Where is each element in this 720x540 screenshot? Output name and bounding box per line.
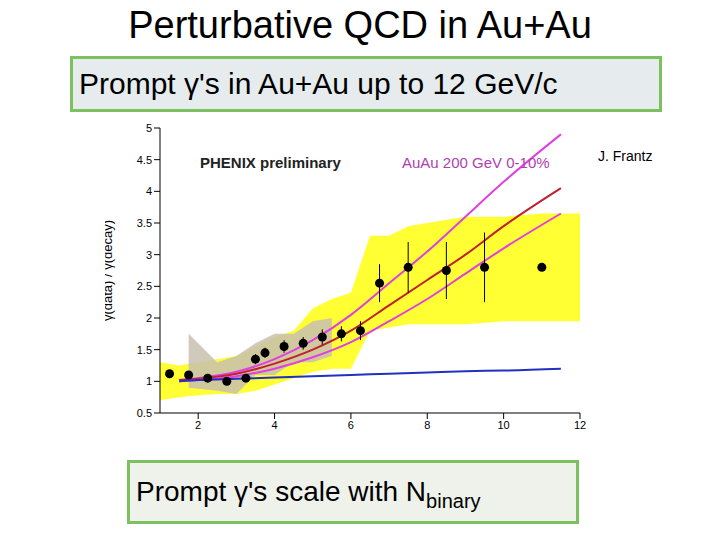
html-text:AuAu 200 GeV 0-10%: AuAu 200 GeV 0-10% bbox=[402, 154, 550, 171]
svg-text:5: 5 bbox=[146, 122, 152, 134]
svg-text:6: 6 bbox=[348, 419, 354, 431]
html-text:Perturbative QCD in Au+Au: Perturbative QCD in Au+Au bbox=[128, 4, 592, 46]
svg-text:0.5: 0.5 bbox=[137, 407, 152, 419]
svg-text:2: 2 bbox=[195, 419, 201, 431]
svg-text:8: 8 bbox=[424, 419, 430, 431]
svg-text:4: 4 bbox=[271, 419, 277, 431]
svg-text:2.5: 2.5 bbox=[137, 280, 152, 292]
html-text:J. Frantz: J. Frantz bbox=[598, 148, 653, 164]
svg-text:4: 4 bbox=[146, 185, 152, 197]
svg-text:1.5: 1.5 bbox=[137, 344, 152, 356]
svg-text:12: 12 bbox=[574, 419, 586, 431]
html-text:PHENIX preliminary: PHENIX preliminary bbox=[200, 154, 341, 171]
svg-text:2: 2 bbox=[146, 312, 152, 324]
html-text:Prompt γ's in Au+Au up to 12 G: Prompt γ's in Au+Au up to 12 GeV/c bbox=[79, 67, 558, 100]
svg-text:γ(data) / γ(decay): γ(data) / γ(decay) bbox=[105, 220, 115, 321]
svg-text:3.5: 3.5 bbox=[137, 217, 152, 229]
svg-text:10: 10 bbox=[498, 419, 510, 431]
html-text:Prompt γ's scale with Nbinary: Prompt γ's scale with Nbinary bbox=[136, 476, 481, 512]
svg-text:4.5: 4.5 bbox=[137, 154, 152, 166]
svg-text:3: 3 bbox=[146, 249, 152, 261]
svg-text:1: 1 bbox=[146, 375, 152, 387]
